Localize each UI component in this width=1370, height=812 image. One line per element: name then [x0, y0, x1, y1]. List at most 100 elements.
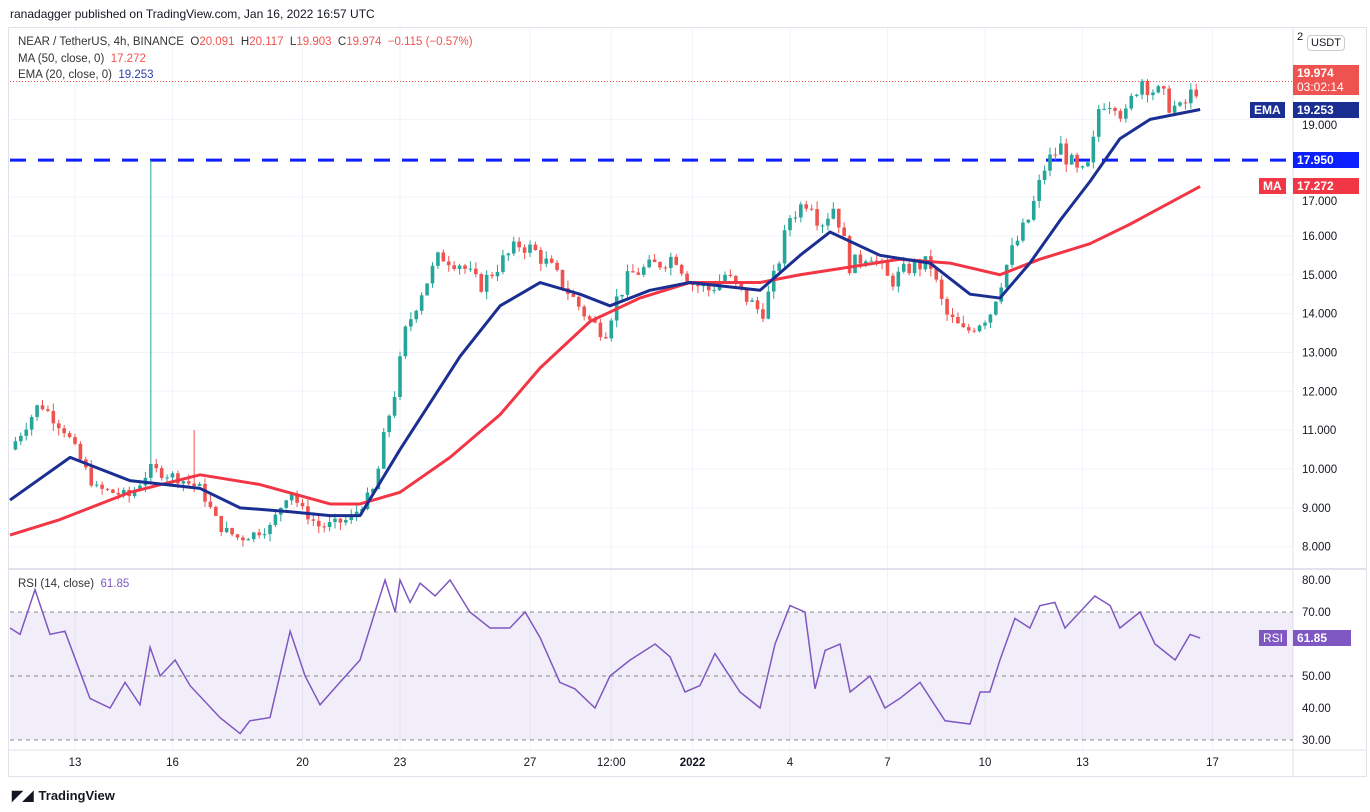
candle-body — [354, 511, 359, 516]
ema-20-line — [9, 108, 1201, 518]
candle-body — [896, 271, 901, 287]
candle-body — [392, 397, 397, 416]
candle-body — [950, 314, 955, 318]
ema-label: EMA (20, close, 0) — [18, 69, 112, 81]
candle-body — [604, 337, 608, 339]
candle-body — [842, 227, 846, 237]
candle-body — [474, 268, 478, 275]
candle-body — [1021, 222, 1025, 241]
candle-body — [398, 356, 402, 398]
candle-body — [46, 409, 50, 411]
candle-body — [338, 518, 343, 523]
candle-body — [1189, 89, 1193, 104]
candle-body — [966, 327, 971, 331]
candle-body — [230, 528, 234, 535]
candle-body — [939, 279, 944, 299]
candle-body — [452, 265, 456, 269]
candle-body — [1080, 166, 1085, 168]
tradingview-logo[interactable]: ◤◢ TradingView — [12, 787, 115, 804]
candle-body — [739, 282, 744, 289]
candle-body — [295, 493, 299, 503]
candle-body — [284, 500, 289, 508]
rsi-tick-label: 30.00 — [1302, 735, 1331, 747]
candle-body — [761, 309, 765, 319]
candle-body — [809, 208, 814, 210]
candle-body — [1183, 102, 1188, 104]
candle-body — [257, 532, 261, 536]
candle-body — [1140, 80, 1144, 95]
currency-button[interactable]: USDT — [1307, 35, 1345, 51]
price-tick-label: 13.000 — [1302, 347, 1337, 359]
ma-50-line — [9, 185, 1201, 537]
rsi-legend[interactable]: RSI (14, close) 61.85 — [18, 577, 129, 591]
candle-body — [685, 273, 689, 284]
candle-body — [409, 319, 413, 327]
candle-body — [744, 288, 749, 302]
candle-body — [262, 534, 267, 536]
candle-body — [430, 265, 435, 284]
candle-body — [13, 441, 18, 450]
candle-body — [403, 326, 408, 357]
rsi-tick-label: 50.00 — [1302, 671, 1331, 683]
candle-body — [24, 429, 29, 436]
candle-body — [208, 501, 213, 507]
candle-body — [571, 293, 576, 297]
candle-body — [977, 325, 982, 332]
candle-body — [1091, 136, 1096, 163]
candle-body — [983, 322, 987, 326]
candle-body — [300, 502, 305, 507]
candle-body — [89, 467, 94, 486]
price-tick-label: 14.000 — [1302, 309, 1337, 321]
candle-body — [712, 290, 716, 292]
candle-body — [495, 271, 500, 277]
candle-body — [268, 524, 272, 535]
candle-body — [847, 236, 852, 274]
candle-body — [1113, 108, 1117, 111]
candle-body — [78, 443, 83, 460]
candle-body — [19, 435, 23, 442]
candle-body — [874, 260, 879, 262]
candle-body — [511, 241, 516, 254]
candle-body — [831, 208, 836, 219]
candle-body — [186, 481, 191, 484]
candle-body — [658, 262, 662, 268]
candle-body — [820, 225, 825, 227]
ma-legend[interactable]: MA (50, close, 0) 17.272 — [18, 52, 146, 66]
ma-tag-label: MA — [1259, 178, 1286, 194]
candle-body — [533, 244, 538, 251]
candle-body — [625, 271, 630, 295]
symbol-title[interactable]: NEAR / TetherUS, 4h, BINANCE — [18, 36, 184, 48]
candle-body — [652, 259, 657, 263]
candle-body — [1151, 92, 1155, 96]
candle-body — [149, 463, 153, 478]
candle-body — [132, 490, 137, 497]
rsi-value: 61.85 — [100, 578, 130, 590]
rsi-label: RSI (14, close) — [18, 578, 95, 590]
ema-legend[interactable]: EMA (20, close, 0) 19.253 — [18, 68, 154, 82]
candle-body — [181, 481, 186, 484]
ema-price-tag: 19.253 — [1293, 102, 1359, 118]
candle-body — [224, 528, 229, 533]
candle-body — [517, 241, 521, 248]
candle-body — [40, 405, 45, 410]
bar-countdown: 03:02:14 — [1297, 80, 1344, 94]
candle-body — [631, 271, 635, 273]
candle-body — [1031, 200, 1036, 220]
candle-body — [1096, 109, 1101, 137]
candle-body — [490, 274, 494, 277]
candle-body — [728, 274, 733, 276]
candle-body — [197, 483, 202, 486]
candle-body — [105, 488, 110, 490]
candle-body — [641, 267, 646, 275]
candle-body — [918, 260, 922, 270]
last-price-tag: 19.974 03:02:14 — [1293, 65, 1359, 95]
candle-body — [555, 262, 559, 270]
rsi-tick-label: 40.00 — [1302, 703, 1331, 715]
candle-body — [176, 473, 180, 484]
price-tick-label: 10.000 — [1302, 464, 1337, 476]
candle-body — [934, 268, 939, 280]
candle-body — [436, 252, 440, 266]
open-label: O — [190, 36, 200, 48]
chart-frame — [8, 27, 1367, 777]
